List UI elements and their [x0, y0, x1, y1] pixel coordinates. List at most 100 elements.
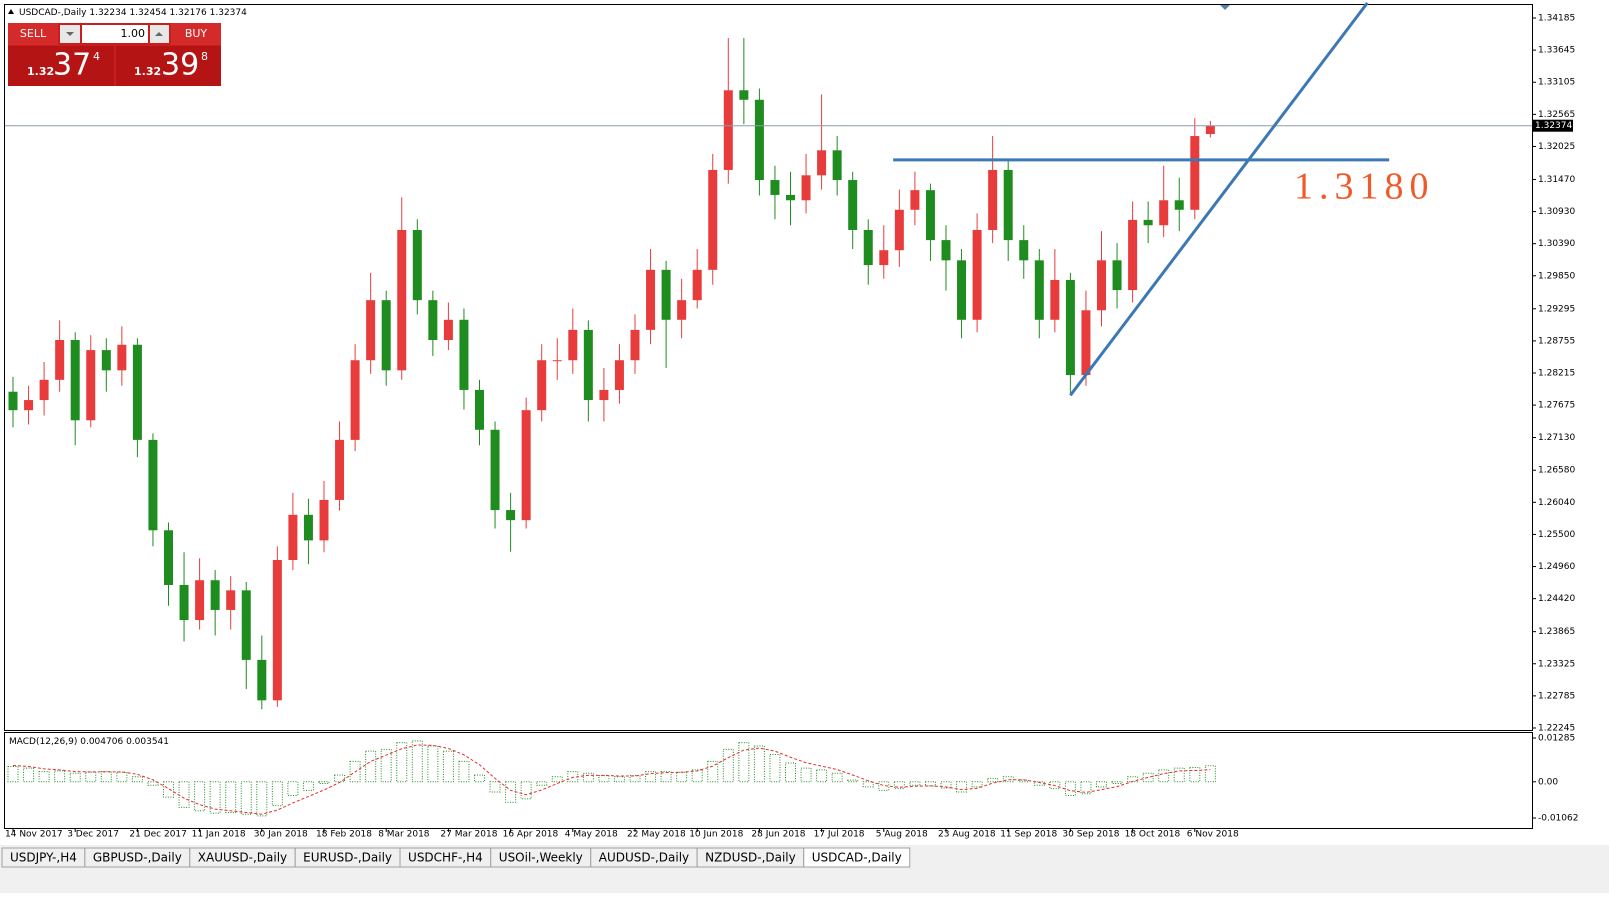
- candle-body: [1205, 125, 1215, 135]
- candle-body: [319, 499, 329, 541]
- y-tick-label: 1.23325: [1538, 659, 1575, 669]
- candle-body: [1003, 169, 1013, 241]
- macd-bar: [69, 772, 81, 783]
- macd-bar: [1189, 766, 1201, 783]
- macd-bar: [738, 742, 750, 783]
- price-tag-label: 1.32374: [1535, 121, 1572, 131]
- level-annotation: 1.3180: [1294, 166, 1435, 208]
- candle-body: [1159, 200, 1169, 226]
- buy-frac: 8: [201, 50, 208, 63]
- macd-bar: [365, 750, 377, 783]
- trade-panel: SELL 1.00 BUY 1.32 37 4 1.32 39 8: [8, 23, 221, 86]
- sell-frac: 4: [93, 50, 100, 63]
- candle-body: [226, 590, 236, 610]
- candle-body: [303, 514, 313, 541]
- candle-body: [568, 329, 578, 361]
- macd-bar: [287, 781, 299, 796]
- macd-bar: [349, 760, 361, 783]
- macd-bar: [1002, 776, 1014, 783]
- candle-body: [863, 229, 873, 266]
- candle-body: [272, 560, 282, 701]
- macd-bar: [582, 772, 594, 783]
- candle-body: [723, 90, 733, 170]
- tab-label[interactable]: NZDUSD-,Daily: [705, 851, 796, 865]
- price-tag: [1533, 119, 1573, 132]
- macd-bar: [707, 760, 719, 783]
- candle-body: [288, 514, 298, 561]
- y-tick-label: 0.01285: [1538, 734, 1575, 744]
- tab-label[interactable]: EURUSD-,Daily: [303, 851, 392, 865]
- macd-bar: [85, 771, 97, 783]
- tab-label[interactable]: USDCHF-,H4: [408, 851, 483, 865]
- macd-bar: [147, 781, 159, 786]
- macd-bar: [240, 781, 252, 815]
- sell-label[interactable]: SELL: [20, 27, 47, 40]
- y-tick-label: 1.30930: [1538, 207, 1575, 217]
- macd-bar: [458, 760, 470, 783]
- tab-label[interactable]: USOil-,Weekly: [499, 851, 583, 865]
- lot-value[interactable]: 1.00: [121, 27, 146, 40]
- macd-bar: [116, 771, 128, 783]
- macd-bar: [909, 781, 921, 786]
- signal-value: 0.003541: [126, 737, 169, 747]
- candle-body: [381, 300, 391, 371]
- x-tick-label: 11 Sep 2018: [1000, 830, 1057, 840]
- y-tick-label: 1.27675: [1538, 401, 1575, 411]
- macd-bar: [940, 781, 952, 789]
- sell-button[interactable]: [8, 23, 58, 45]
- tab-label[interactable]: USDCAD-,Daily: [812, 851, 902, 865]
- candle-body: [692, 269, 702, 301]
- macd-bar: [800, 767, 812, 783]
- macd-bar: [1049, 781, 1061, 790]
- x-tick-label: 14 Nov 2017: [5, 830, 63, 840]
- candle-body: [179, 584, 189, 621]
- low: 1.32176: [170, 8, 207, 18]
- macd-bar: [893, 781, 905, 790]
- candle-body: [132, 344, 142, 440]
- candle-body: [957, 260, 967, 320]
- buy-button[interactable]: [171, 23, 221, 45]
- collapse-arrow: [8, 9, 14, 14]
- tab[interactable]: [803, 847, 911, 868]
- macd-bar: [645, 771, 657, 783]
- candle-body: [708, 169, 718, 270]
- lot-input[interactable]: [82, 25, 148, 43]
- buy-price-box[interactable]: [116, 46, 221, 86]
- x-tick-label: 28 Jun 2018: [751, 830, 805, 840]
- tab-label[interactable]: GBPUSD-,Daily: [93, 851, 182, 865]
- macd-bar: [753, 745, 765, 783]
- x-tick-label: 5 Aug 2018: [876, 830, 928, 840]
- sell-price-box[interactable]: [8, 46, 114, 86]
- macd-bar: [489, 781, 501, 793]
- macd-bar: [613, 776, 625, 783]
- buy-label[interactable]: BUY: [185, 27, 208, 40]
- x-tick-label: 23 Aug 2018: [938, 830, 996, 840]
- macd-bar: [536, 781, 548, 786]
- tab-label[interactable]: AUDUSD-,Daily: [599, 851, 689, 865]
- y-tick-label: 1.25500: [1538, 530, 1575, 540]
- candle-body: [101, 350, 111, 371]
- y-tick-label: 1.28755: [1538, 336, 1575, 346]
- x-tick-label: 10 Jun 2018: [689, 830, 743, 840]
- y-tick-label: 1.24420: [1538, 594, 1575, 604]
- tab-label[interactable]: XAUUSD-,Daily: [198, 851, 287, 865]
- candle-body: [1019, 240, 1029, 261]
- macd-bar: [785, 762, 796, 783]
- candle-body: [941, 240, 951, 261]
- tab-label[interactable]: USDJPY-,H4: [10, 851, 77, 865]
- candle-body: [350, 360, 360, 440]
- candle-body: [1097, 260, 1106, 311]
- candle-body: [910, 190, 920, 210]
- macd-bar: [862, 781, 874, 788]
- chart-header: USDCAD-,Daily 1.32234 1.32454 1.32176 1.…: [19, 8, 247, 18]
- x-tick-label: 27 Mar 2018: [440, 830, 497, 840]
- candle-body: [506, 510, 516, 521]
- x-tick-label: 6 Nov 2018: [1187, 830, 1239, 840]
- candle-body: [972, 229, 982, 320]
- x-tick-label: 18 Feb 2018: [316, 830, 372, 840]
- candle-body: [754, 99, 764, 181]
- tabs: USDJPY-,H4 GBPUSD-,Daily XAUUSD-,Daily EURU…: [1, 847, 911, 868]
- macd-bar: [1158, 769, 1170, 783]
- macd-bar: [1142, 772, 1154, 783]
